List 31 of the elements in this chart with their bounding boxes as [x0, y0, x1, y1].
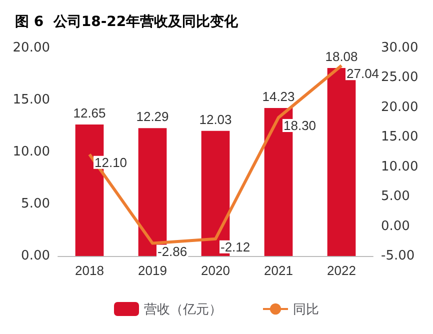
y-tick-label: 5.00 [21, 196, 50, 212]
y2-tick-label: 5.00 [381, 189, 410, 204]
data-label: 12.10 [94, 154, 128, 170]
x-tick-label: 2021 [264, 263, 293, 278]
data-label: 18.08 [325, 48, 358, 64]
data-label: 14.23 [262, 89, 295, 104]
x-tick-label: 2020 [201, 263, 230, 278]
x-tick-label: 2019 [138, 263, 167, 278]
y2-tick-label: 15.00 [381, 130, 418, 145]
data-label: -2.12 [220, 239, 250, 254]
legend-label: 营收（亿元） [144, 302, 222, 316]
y2-tick-label: -5.00 [381, 248, 415, 264]
y-tick-label: 10.00 [12, 144, 50, 160]
y2-tick-label: 30.00 [381, 40, 418, 56]
x-tick-label: 2018 [75, 263, 104, 278]
y-tick-label: 15.00 [12, 92, 50, 108]
y-tick-label: 20.00 [12, 40, 50, 56]
chart-title: 图 6 公司18-22年营收及同比变化 [15, 13, 240, 30]
data-label: 27.04 [346, 66, 380, 82]
data-label: 12.03 [199, 112, 232, 127]
x-tick-label: 2022 [327, 263, 356, 278]
y-tick-label: 0.00 [21, 248, 50, 264]
y2-tick-label: 25.00 [381, 70, 418, 86]
data-label: 12.65 [73, 105, 106, 120]
legend-label: 同比 [293, 302, 319, 316]
y2-tick-label: 20.00 [381, 100, 418, 115]
data-label: 12.29 [136, 109, 169, 124]
y2-tick-label: 10.00 [381, 159, 418, 174]
data-label: -2.86 [158, 244, 188, 259]
y2-tick-label: 0.00 [381, 218, 410, 234]
data-label: 18.30 [284, 118, 316, 134]
